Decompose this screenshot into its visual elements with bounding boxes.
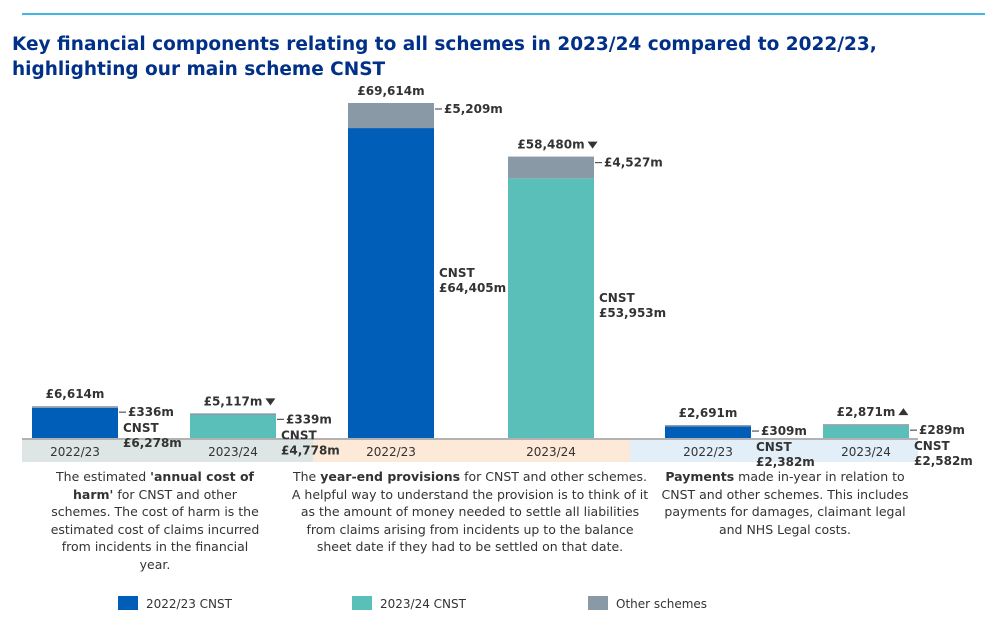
segment-label: £309m — [761, 424, 807, 438]
x-tick-label: 2023/24 — [208, 445, 258, 459]
bar-segment — [823, 425, 909, 438]
description-text: The estimated — [56, 469, 151, 484]
trend-arrow — [587, 141, 598, 149]
bar-segment — [190, 415, 276, 438]
segment-label: £64,405m — [439, 281, 506, 295]
segment-label: CNST — [756, 440, 792, 454]
legend-swatch — [588, 596, 608, 610]
total-label: £6,614m — [46, 387, 105, 401]
segment-label: £2,582m — [914, 454, 973, 468]
bar-segment — [508, 178, 594, 438]
bar-segment — [32, 406, 118, 408]
trend-arrow — [265, 398, 276, 406]
segment-label: £339m — [286, 412, 332, 426]
segment-label: CNST — [281, 428, 317, 442]
trend-arrow — [898, 408, 909, 416]
legend-label: 2022/23 CNST — [146, 597, 233, 611]
description-text: The — [293, 469, 321, 484]
x-tick-label: 2022/23 — [366, 445, 416, 459]
description-text: year-end provisions — [320, 469, 461, 484]
segment-label: £53,953m — [599, 306, 666, 320]
segment-label: CNST — [439, 266, 475, 280]
x-tick-label: 2023/24 — [526, 445, 576, 459]
segment-label: £6,278m — [123, 436, 182, 450]
description-text: made in-year in relation to CNST and oth… — [661, 469, 909, 537]
legend-label: Other schemes — [616, 597, 707, 611]
x-tick-label: 2022/23 — [683, 445, 733, 459]
group-band — [313, 440, 630, 462]
bar-segment — [508, 156, 594, 179]
description-text: Payments — [665, 469, 735, 484]
group-description: The year-end provisions for CNST and oth… — [290, 468, 650, 556]
bar-segment — [823, 424, 909, 426]
total-label: £2,871m — [837, 405, 896, 419]
segment-label: CNST — [914, 439, 950, 453]
legend-label: 2023/24 CNST — [380, 597, 467, 611]
segment-label: £336m — [128, 405, 174, 419]
chart-title: Key financial components relating to all… — [12, 34, 877, 80]
bar-segment — [665, 425, 751, 427]
x-tick-label: 2022/23 — [50, 445, 100, 459]
segment-label: £5,209m — [444, 102, 503, 116]
total-label: £5,117m — [204, 394, 263, 408]
total-label: £2,691m — [679, 406, 738, 420]
bar-segment — [348, 128, 434, 438]
description-text: for CNST and other schemes. A helpful wa… — [291, 469, 649, 554]
segment-label: CNST — [123, 421, 159, 435]
x-tick-label: 2023/24 — [841, 445, 891, 459]
segment-label: £2,382m — [756, 455, 815, 469]
segment-label: £4,778m — [281, 443, 340, 457]
group-description: The estimated 'annual cost of harm' for … — [45, 468, 265, 573]
legend-swatch — [352, 596, 372, 610]
bar-segment — [665, 426, 751, 438]
bar-segment — [348, 103, 434, 129]
group-band — [630, 440, 918, 462]
bar-segment — [190, 413, 276, 416]
description-text: for CNST and other schemes. The cost of … — [50, 486, 260, 572]
segment-label: CNST — [599, 291, 635, 305]
segment-label: £4,527m — [604, 156, 663, 170]
total-label: £69,614m — [357, 84, 424, 98]
group-description: Payments made in-year in relation to CNS… — [660, 468, 910, 538]
segment-label: £289m — [919, 423, 965, 437]
description-text: 'annual cost of harm' — [73, 469, 254, 502]
group-band — [22, 440, 313, 462]
bar-segment — [32, 407, 118, 438]
total-label: £58,480m — [517, 138, 584, 152]
legend-swatch — [118, 596, 138, 610]
